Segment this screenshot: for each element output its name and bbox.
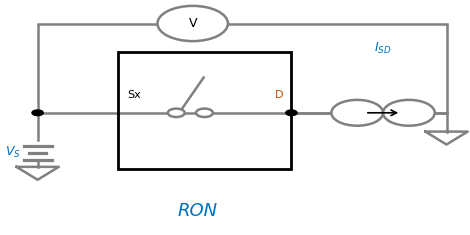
Text: $I_{SD}$: $I_{SD}$ [374, 41, 392, 56]
Text: Sx: Sx [127, 90, 141, 100]
Text: RON: RON [177, 203, 218, 220]
Text: V: V [188, 17, 197, 30]
Text: $V_S$: $V_S$ [5, 145, 21, 160]
Circle shape [157, 6, 228, 41]
Circle shape [286, 110, 297, 116]
Text: D: D [275, 90, 283, 100]
Circle shape [383, 100, 435, 126]
Circle shape [32, 110, 43, 116]
Bar [118, 52, 291, 169]
Circle shape [331, 100, 383, 126]
Circle shape [196, 109, 213, 117]
Circle shape [168, 109, 185, 117]
